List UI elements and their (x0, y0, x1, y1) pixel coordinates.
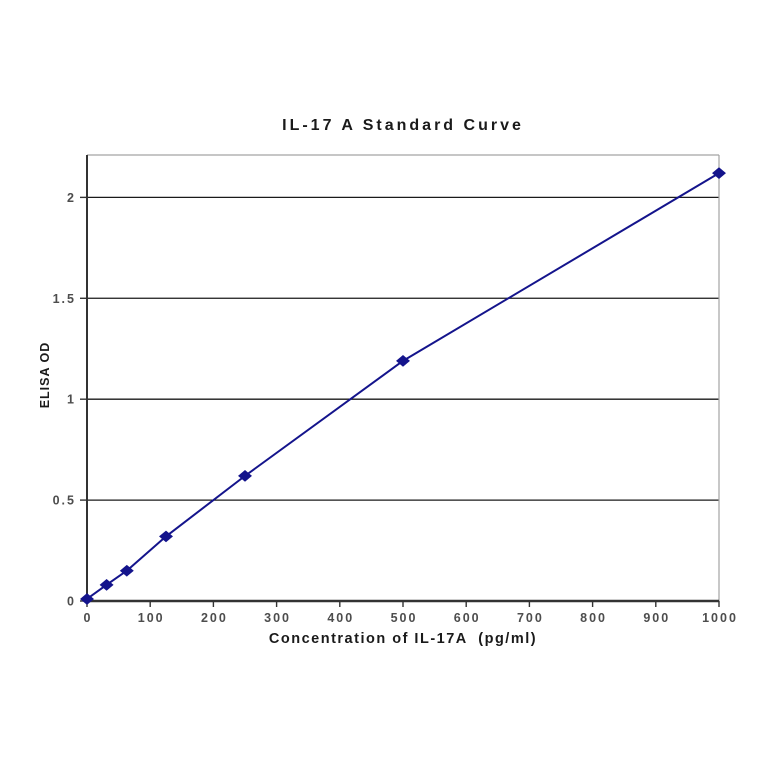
y-tick-label: 1.5 (53, 292, 76, 306)
x-tick-label: 300 (264, 611, 291, 625)
data-point-marker (159, 530, 173, 543)
x-tick-label: 1000 (702, 611, 738, 625)
x-tick-label: 100 (138, 611, 165, 625)
data-point-marker (712, 167, 726, 180)
x-tick-label: 400 (327, 611, 354, 625)
x-tick-label: 200 (201, 611, 228, 625)
x-tick-label: 500 (391, 611, 418, 625)
chart-title: IL-17 A Standard Curve (282, 117, 524, 134)
y-tick-label: 0 (67, 595, 76, 609)
y-tick-label: 2 (67, 191, 76, 205)
data-point-marker (238, 470, 252, 482)
data-point-marker (396, 354, 410, 367)
x-axis-title: Concentration of IL-17A (pg/ml) (268, 631, 538, 647)
series-line (86, 172, 720, 600)
x-tick-label: 600 (454, 611, 481, 625)
y-tick-label: 1 (67, 393, 76, 407)
x-tick-label: 0 (84, 611, 93, 625)
y-tick-label: 0.5 (53, 494, 76, 508)
x-tick-label: 900 (643, 611, 670, 625)
x-tick-label: 800 (580, 611, 607, 625)
data-point-marker (99, 579, 114, 591)
data-point-marker (119, 564, 134, 577)
data-point-marker (80, 593, 94, 605)
x-tick-label: 700 (517, 611, 544, 625)
